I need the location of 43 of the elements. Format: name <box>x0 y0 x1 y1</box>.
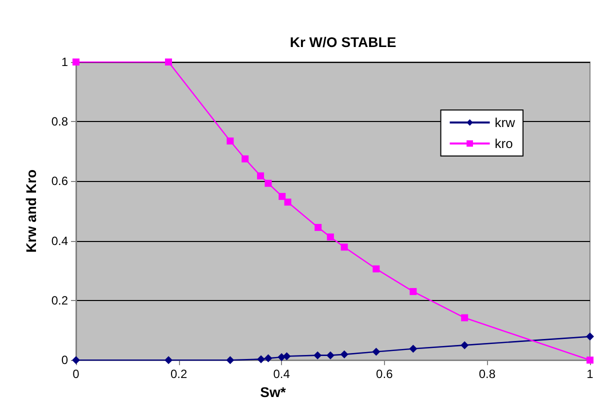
legend-label: krw <box>494 115 516 130</box>
y-axis-title: Krw and Kro <box>23 169 39 253</box>
y-tick-label: 0.4 <box>51 234 68 248</box>
point <box>284 198 292 206</box>
x-tick-label: 0.8 <box>478 367 496 382</box>
point <box>326 233 334 240</box>
point <box>164 356 173 364</box>
y-tick-label: 1 <box>61 55 68 69</box>
y-tick-label: 0 <box>61 353 68 368</box>
x-tick-label: 0.2 <box>170 367 188 382</box>
x-axis-title: Sw* <box>260 384 286 400</box>
point <box>586 332 594 341</box>
point <box>460 341 469 350</box>
point <box>340 244 348 251</box>
point <box>264 180 272 187</box>
y-tick-label: 0.2 <box>51 293 68 308</box>
point <box>278 192 286 200</box>
point <box>314 351 322 360</box>
point <box>226 356 234 364</box>
point <box>372 265 380 272</box>
point <box>461 314 468 322</box>
x-tick-label: 1 <box>586 367 594 382</box>
point <box>410 288 417 296</box>
point <box>314 224 322 231</box>
point <box>242 155 249 162</box>
point <box>340 350 348 358</box>
point <box>326 351 334 360</box>
legend-label: kro <box>494 136 513 151</box>
chart-title: Kr W/O STABLE <box>290 34 396 50</box>
y-tick-label: 0.8 <box>51 114 68 129</box>
point <box>278 353 286 362</box>
point <box>282 352 291 360</box>
x-tick-label: 0.6 <box>376 367 394 382</box>
y-tick-label: 0.6 <box>51 174 68 188</box>
point <box>257 172 264 180</box>
point <box>409 344 418 353</box>
point <box>165 58 172 66</box>
x-tick-label: 0.4 <box>273 367 290 382</box>
x-tick-label: 0 <box>72 367 80 382</box>
point <box>372 348 380 356</box>
point <box>264 354 272 362</box>
point <box>226 137 234 144</box>
point <box>257 355 266 364</box>
